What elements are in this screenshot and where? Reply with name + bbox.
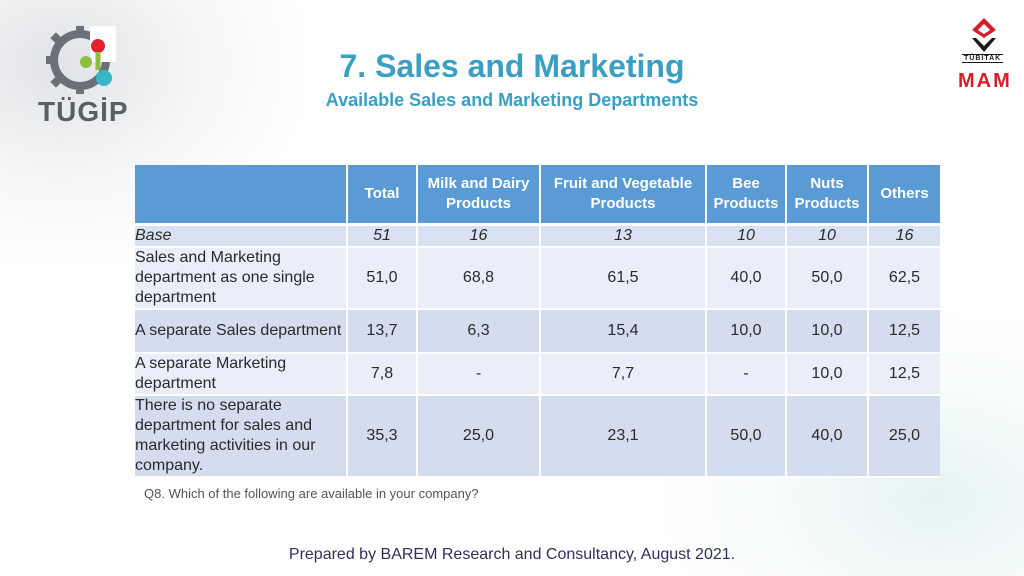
column-header-others: Others (869, 165, 940, 226)
table-cell: 16 (418, 226, 541, 248)
table-cell: - (418, 354, 541, 396)
table-cell: 13,7 (348, 310, 418, 354)
table-cell: 10 (707, 226, 787, 248)
column-header-nuts: Nuts Products (787, 165, 869, 226)
table-cell: 13 (541, 226, 707, 248)
question-note: Q8. Which of the following are available… (144, 486, 479, 501)
tubitak-mam-logo: TÜBİTAK MAM (952, 14, 1016, 94)
page-title: 7. Sales and Marketing (339, 48, 685, 84)
row-label: There is no separate department for sale… (135, 396, 348, 478)
row-label: A separate Sales department (135, 310, 348, 354)
table-row: A separate Marketing department 7,8 - 7,… (135, 354, 940, 396)
table-cell: 10,0 (707, 310, 787, 354)
column-header-fruit-vegetable: Fruit and Vegetable Products (541, 165, 707, 226)
table-cell: 25,0 (418, 396, 541, 478)
page-subtitle: Available Sales and Marketing Department… (325, 90, 699, 110)
table-cell: 51,0 (348, 248, 418, 310)
row-label: Base (135, 226, 348, 248)
column-header-total: Total (348, 165, 418, 226)
table-cell: 40,0 (707, 248, 787, 310)
table-row: A separate Sales department 13,7 6,3 15,… (135, 310, 940, 354)
tugip-wordmark: TÜGİP (38, 96, 129, 127)
gear-icon (46, 26, 116, 94)
table-cell: 16 (869, 226, 940, 248)
table-header-row: Total Milk and Dairy Products Fruit and … (135, 165, 940, 226)
tugip-logo: TÜGİP (34, 20, 134, 127)
table-cell: 10 (787, 226, 869, 248)
table-cell: 12,5 (869, 354, 940, 396)
column-header-bee: Bee Products (707, 165, 787, 226)
table-cell: 23,1 (541, 396, 707, 478)
table-row: There is no separate department for sale… (135, 396, 940, 478)
table-cell: 50,0 (787, 248, 869, 310)
table-cell: 68,8 (418, 248, 541, 310)
tubitak-emblem-icon (972, 18, 996, 52)
table-cell: 25,0 (869, 396, 940, 478)
tubitak-text: TÜBİTAK (962, 54, 1004, 63)
table-cell: 7,8 (348, 354, 418, 396)
departments-table: Total Milk and Dairy Products Fruit and … (135, 165, 940, 478)
row-label: A separate Marketing department (135, 354, 348, 396)
table-cell: 12,5 (869, 310, 940, 354)
mam-text: MAM (958, 70, 1012, 92)
column-header-label (135, 165, 348, 226)
table-row: Sales and Marketing department as one si… (135, 248, 940, 310)
table-cell: 61,5 (541, 248, 707, 310)
footer-credit: Prepared by BAREM Research and Consultan… (288, 546, 736, 563)
table-cell: 35,3 (348, 396, 418, 478)
table-cell: 10,0 (787, 354, 869, 396)
table-cell: 15,4 (541, 310, 707, 354)
table-cell: - (707, 354, 787, 396)
table-cell: 62,5 (869, 248, 940, 310)
table-cell: 10,0 (787, 310, 869, 354)
table-cell: 50,0 (707, 396, 787, 478)
table-cell: 51 (348, 226, 418, 248)
table-cell: 7,7 (541, 354, 707, 396)
column-header-milk-dairy: Milk and Dairy Products (418, 165, 541, 226)
table-cell: 6,3 (418, 310, 541, 354)
table-cell: 40,0 (787, 396, 869, 478)
row-label: Sales and Marketing department as one si… (135, 248, 348, 310)
table-row-base: Base 51 16 13 10 10 16 (135, 226, 940, 248)
